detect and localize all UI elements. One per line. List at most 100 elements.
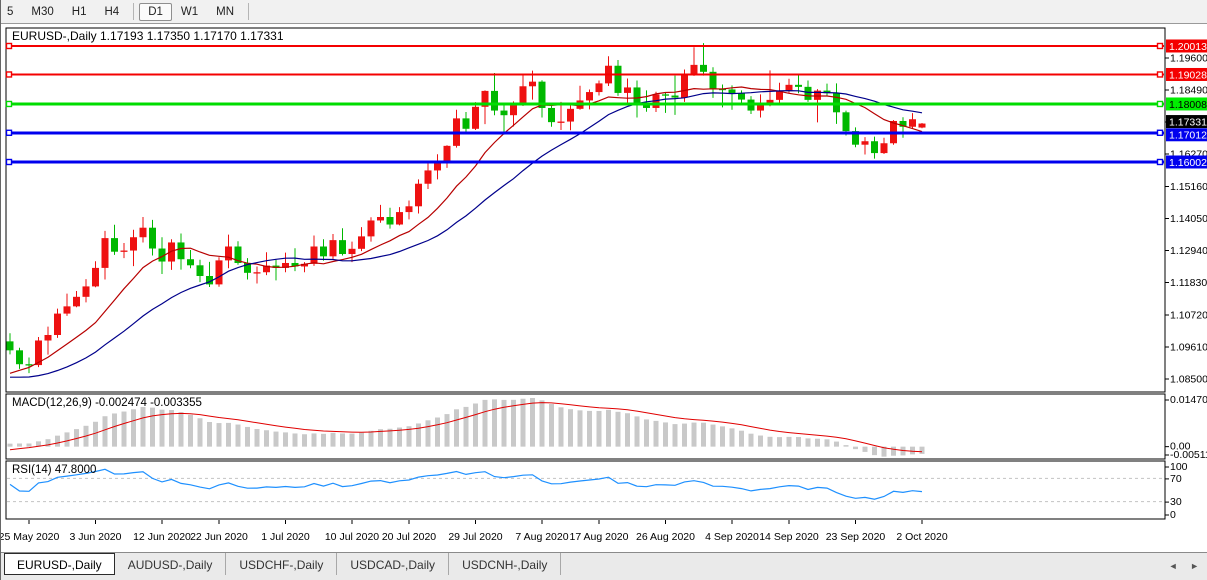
timeframe-button-m30[interactable]: M30 xyxy=(31,5,54,18)
candle-body xyxy=(795,84,802,87)
macd-bar xyxy=(710,424,716,447)
macd-bar xyxy=(815,438,820,447)
candle-body xyxy=(310,246,318,264)
candle-body xyxy=(481,90,489,107)
date-label: 20 Jul 2020 xyxy=(382,531,436,543)
date-label: 14 Sep 2020 xyxy=(759,531,819,543)
macd-bar xyxy=(672,424,678,447)
macd-bar xyxy=(520,398,526,447)
candle-body xyxy=(101,238,109,268)
horizontal-line-1.19028[interactable] xyxy=(5,71,1165,78)
horizontal-line-1.20013[interactable] xyxy=(5,42,1165,50)
macd-bar xyxy=(159,409,165,447)
horizontal-line-1.18008[interactable] xyxy=(5,100,1165,108)
line-anchor-marker[interactable] xyxy=(5,42,13,50)
rsi-line xyxy=(9,468,923,500)
candle-body xyxy=(728,89,736,94)
price-tick-label: 1.14050 xyxy=(1170,213,1207,225)
line-anchor-marker[interactable] xyxy=(1156,100,1164,108)
scroll-right-icon[interactable]: ► xyxy=(1190,561,1199,571)
tab-scroll-arrows: ◄ ► xyxy=(1159,561,1199,571)
chart-tab-usdcad[interactable]: USDCAD-,Daily xyxy=(337,553,450,575)
scroll-left-icon[interactable]: ◄ xyxy=(1168,561,1178,571)
main-chart-panel[interactable] xyxy=(5,27,1166,393)
horizontal-line-1.16002[interactable] xyxy=(5,158,1165,166)
macd-bar xyxy=(653,420,659,447)
macd-bar xyxy=(539,400,545,447)
timeframe-button-d1[interactable]: D1 xyxy=(139,2,172,21)
macd-histogram xyxy=(7,398,925,457)
macd-bar xyxy=(17,443,22,447)
line-anchor-marker[interactable] xyxy=(5,158,13,166)
macd-bar xyxy=(615,411,621,447)
candle-body xyxy=(567,108,574,122)
line-anchor-marker[interactable] xyxy=(1156,158,1164,166)
macd-bar xyxy=(112,413,117,447)
macd-bar xyxy=(416,423,421,447)
price-chart[interactable]: 1.196001.184901.173801.162701.151601.140… xyxy=(1,24,1207,552)
date-label: 1 Jul 2020 xyxy=(261,531,310,543)
candle-body xyxy=(168,242,175,262)
date-label: 25 May 2020 xyxy=(1,531,60,543)
candle-body xyxy=(196,265,204,276)
macd-bar xyxy=(74,429,79,447)
candle-body xyxy=(538,81,546,108)
candle-body xyxy=(54,313,61,335)
candle-body xyxy=(633,87,641,106)
macd-bar xyxy=(492,399,497,447)
candle-body xyxy=(25,364,33,366)
macd-bar xyxy=(435,417,440,447)
macd-bar xyxy=(511,399,516,447)
chart-tab-audusd[interactable]: AUDUSD-,Daily xyxy=(115,553,227,575)
macd-bar xyxy=(558,407,564,447)
macd-bar xyxy=(777,437,782,447)
price-tick-label: 1.12940 xyxy=(1170,245,1207,257)
rsi-axis-label: 70 xyxy=(1170,473,1182,485)
candle-body xyxy=(377,216,384,221)
line-anchor-marker[interactable] xyxy=(5,100,13,108)
chart-tab-usdchf[interactable]: USDCHF-,Daily xyxy=(226,553,338,575)
rsi-panel[interactable] xyxy=(5,460,1166,520)
chart-tab-usdcnh[interactable]: USDCNH-,Daily xyxy=(449,553,562,575)
candle-body xyxy=(880,143,888,154)
candle-body xyxy=(130,237,137,251)
candle-body xyxy=(529,81,536,87)
line-anchor-marker[interactable] xyxy=(1156,42,1164,50)
macd-bar xyxy=(311,433,317,447)
macd-bar xyxy=(131,409,136,447)
price-tick-label: 1.15160 xyxy=(1170,181,1207,193)
candle-body xyxy=(614,65,622,93)
candle-body xyxy=(548,107,555,123)
macd-bar xyxy=(235,424,241,447)
candle-body xyxy=(6,341,14,351)
line-anchor-marker[interactable] xyxy=(5,71,13,78)
line-anchor-marker[interactable] xyxy=(5,129,13,136)
macd-bar xyxy=(824,439,830,447)
timeframe-button-h4[interactable]: H4 xyxy=(104,5,120,18)
price-badge-1.20013: 1.20013 xyxy=(1166,39,1207,53)
current-price-badge-text: 1.17331 xyxy=(1169,116,1207,128)
macd-bar xyxy=(188,414,193,447)
macd-bar xyxy=(805,438,811,447)
chart-window[interactable]: 1.196001.184901.173801.162701.151601.140… xyxy=(1,24,1207,552)
chart-tab-eurusd[interactable]: EURUSD-,Daily xyxy=(4,553,115,575)
timeframe-button-h1[interactable]: H1 xyxy=(71,5,87,18)
macd-bar xyxy=(625,413,630,447)
candle-body xyxy=(766,99,774,104)
price-badge-1.19028-text: 1.19028 xyxy=(1169,69,1207,81)
price-tick-label: 1.10720 xyxy=(1170,309,1207,321)
macd-bar xyxy=(682,423,687,447)
candle-body xyxy=(149,227,156,249)
line-anchor-marker[interactable] xyxy=(1156,71,1164,78)
timeframe-button-mn[interactable]: MN xyxy=(216,5,235,18)
timeframe-button-5[interactable]: 5 xyxy=(7,5,14,18)
macd-bar xyxy=(900,446,906,456)
candle-body xyxy=(757,103,764,111)
horizontal-line-1.17012[interactable] xyxy=(5,129,1165,136)
line-anchor-marker[interactable] xyxy=(1156,129,1164,136)
candle-body xyxy=(662,94,669,96)
candle-body xyxy=(263,265,270,273)
macd-bar xyxy=(26,443,32,447)
date-label: 17 Aug 2020 xyxy=(570,531,629,543)
timeframe-button-w1[interactable]: W1 xyxy=(180,5,199,18)
